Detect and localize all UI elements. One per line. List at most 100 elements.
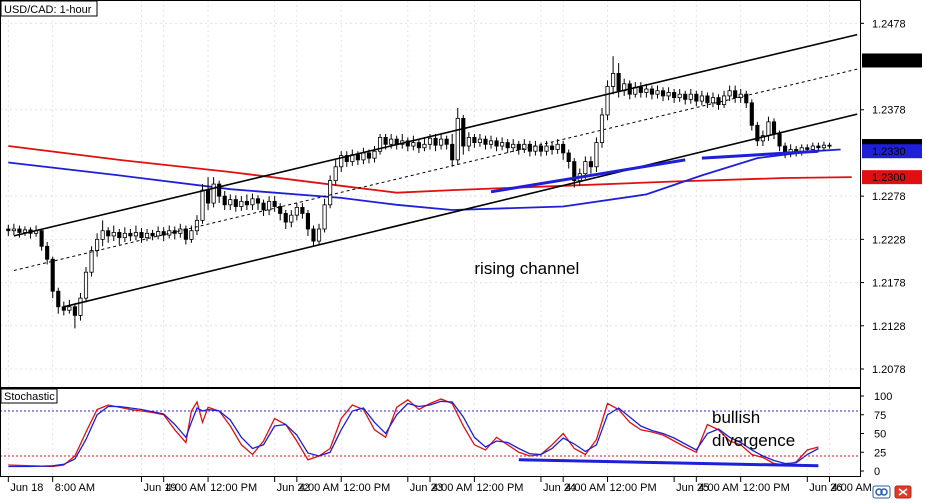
candle bbox=[239, 196, 244, 211]
candle bbox=[777, 130, 782, 152]
candle-body bbox=[366, 152, 372, 159]
y-tick-label: 1.2078 bbox=[872, 364, 906, 376]
candle-body bbox=[655, 90, 660, 95]
chart-title: USD/CAD: 1-hour bbox=[4, 4, 92, 16]
candle bbox=[316, 223, 322, 245]
x-tick-label: Jun 19 bbox=[143, 482, 176, 494]
candle-body bbox=[95, 238, 100, 252]
candle-body bbox=[733, 90, 738, 99]
y-tick-label: 1.2478 bbox=[872, 18, 906, 30]
candle-body bbox=[89, 250, 94, 273]
candle-body bbox=[494, 140, 499, 147]
candle bbox=[821, 141, 827, 151]
candle bbox=[300, 203, 305, 219]
candle bbox=[488, 135, 494, 149]
candle-body bbox=[561, 143, 566, 154]
candle-body bbox=[117, 232, 122, 239]
candle-body bbox=[500, 142, 505, 147]
candle-body bbox=[106, 230, 111, 237]
stochastic-title-box bbox=[0, 388, 58, 404]
candle-body bbox=[827, 144, 832, 147]
candle-body bbox=[699, 95, 704, 102]
candle-body bbox=[311, 228, 316, 242]
candle bbox=[372, 146, 377, 163]
candle bbox=[416, 139, 421, 153]
candle bbox=[283, 209, 288, 229]
candle-body bbox=[372, 150, 377, 159]
candle bbox=[655, 85, 660, 99]
candle-body bbox=[649, 88, 655, 95]
candle-body bbox=[344, 155, 349, 162]
candle bbox=[594, 137, 599, 172]
candle-body bbox=[450, 143, 455, 161]
candle bbox=[328, 175, 333, 209]
candle-body bbox=[45, 245, 50, 260]
candle-body bbox=[83, 271, 89, 299]
candle-body bbox=[211, 183, 216, 204]
candle-body bbox=[217, 183, 222, 197]
x-tick-label: Jun 25 bbox=[676, 482, 709, 494]
candle bbox=[11, 223, 16, 236]
candle bbox=[494, 137, 499, 152]
candle-body bbox=[594, 142, 599, 168]
candle-body bbox=[760, 135, 765, 142]
candle bbox=[411, 135, 416, 151]
main-plot-frame bbox=[0, 0, 861, 388]
candle-body bbox=[777, 133, 782, 147]
candle-body bbox=[511, 143, 516, 149]
candle-body bbox=[39, 230, 44, 247]
candle-body bbox=[239, 200, 244, 207]
candle bbox=[6, 224, 11, 236]
candle-body bbox=[705, 95, 710, 104]
candle bbox=[194, 215, 200, 236]
candle-body bbox=[455, 117, 460, 161]
divergence-line bbox=[518, 458, 819, 468]
candle bbox=[749, 99, 754, 131]
candle-body bbox=[483, 138, 488, 145]
candle-body bbox=[766, 121, 771, 137]
candle bbox=[222, 190, 227, 210]
candle-body bbox=[183, 228, 188, 240]
candle-body bbox=[205, 189, 211, 204]
candle-body bbox=[516, 143, 521, 150]
candle-body bbox=[22, 229, 28, 233]
candle bbox=[83, 267, 89, 303]
candle-body bbox=[261, 202, 266, 211]
candle-body bbox=[533, 145, 538, 152]
candle-body bbox=[294, 206, 299, 216]
rising-channel-annotation: rising channel bbox=[474, 259, 579, 278]
candle-body bbox=[461, 117, 466, 147]
candle-body bbox=[355, 154, 360, 161]
candle bbox=[322, 198, 327, 233]
candle-body bbox=[433, 137, 438, 146]
candle bbox=[611, 56, 616, 95]
candle-body bbox=[389, 138, 394, 145]
candle-body bbox=[233, 199, 238, 207]
x-tick-label: Jun 24 bbox=[543, 482, 576, 494]
candle-body bbox=[278, 206, 283, 214]
candle-body bbox=[11, 228, 16, 232]
main-price-plot: 1.2478 1.2378 1.2278 1.2228 1.2178 1.2128 1.20… bbox=[0, 0, 922, 388]
candle bbox=[522, 139, 527, 153]
close-icon[interactable] bbox=[894, 485, 912, 499]
candle bbox=[244, 194, 249, 210]
price-tag-background bbox=[862, 53, 922, 68]
candle bbox=[588, 156, 593, 174]
candle bbox=[433, 133, 438, 152]
candle-body bbox=[538, 145, 544, 152]
main-plot-background bbox=[0, 0, 860, 388]
link-icon[interactable] bbox=[872, 485, 891, 499]
candle bbox=[377, 133, 383, 155]
trendline-blue-line bbox=[490, 158, 686, 194]
candle-body bbox=[677, 93, 682, 99]
candle bbox=[50, 256, 55, 299]
candle-body bbox=[488, 140, 494, 145]
candle bbox=[405, 137, 410, 152]
candle bbox=[139, 228, 144, 243]
candle bbox=[705, 92, 710, 109]
candle bbox=[672, 89, 677, 103]
x-tick-label: 12:00 PM bbox=[210, 482, 257, 494]
candle bbox=[827, 142, 832, 149]
candle bbox=[422, 137, 427, 152]
x-tick-label: Jun 23 bbox=[410, 482, 443, 494]
